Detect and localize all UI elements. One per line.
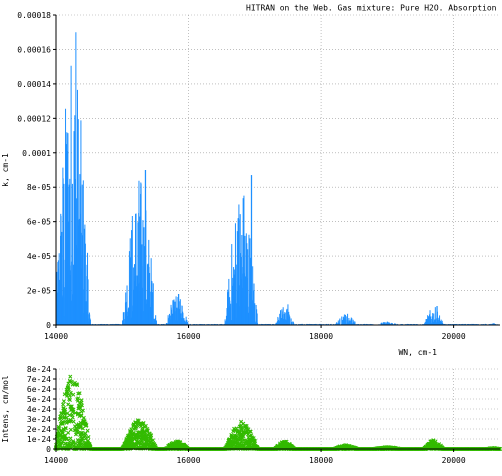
intensity-point xyxy=(284,439,289,444)
absorption-y-tick-label: 2e-05 xyxy=(27,287,51,296)
intensity-point xyxy=(85,428,90,433)
intensity-point xyxy=(241,434,246,439)
intensity-point xyxy=(136,419,141,424)
intensity-point xyxy=(64,415,69,420)
intensity-point xyxy=(58,443,63,448)
absorption-y-tick-label: 0 xyxy=(46,321,51,330)
intensity-x-tick-label: 18000 xyxy=(309,456,333,465)
intensity-point xyxy=(234,426,239,431)
intensity-y-tick-label: 8e-24 xyxy=(27,365,51,374)
intensity-y-tick-label: 4e-24 xyxy=(27,405,51,414)
absorption-y-tick-label: 0.0001 xyxy=(22,149,51,158)
intensity-y-tick-label: 0 xyxy=(46,445,51,454)
intensity-point xyxy=(71,407,76,412)
intensity-x-tick-label: 16000 xyxy=(176,456,200,465)
intensity-point xyxy=(148,436,153,441)
intensity-point xyxy=(68,374,73,379)
intensity-point xyxy=(61,402,66,407)
intensity-x-tick-label: 14000 xyxy=(44,456,68,465)
intensity-point xyxy=(431,438,436,443)
intensity-point xyxy=(63,425,68,430)
absorption-y-tick-label: 6e-05 xyxy=(27,218,51,227)
intensity-y-tick-label: 7e-24 xyxy=(27,375,51,384)
intensity-point xyxy=(71,392,76,397)
intensity-point xyxy=(65,436,70,441)
absorption-y-tick-label: 8e-05 xyxy=(27,183,51,192)
intensity-point xyxy=(80,426,85,431)
intensity-point xyxy=(143,423,148,428)
intensity-point xyxy=(66,430,71,435)
intensity-point xyxy=(75,383,80,388)
intensity-point xyxy=(62,412,67,417)
intensity-y-axis-label: Intens, cm/mol xyxy=(1,375,10,443)
intensity-point xyxy=(81,415,86,420)
absorption-panel: 0 2e-05 4e-05 6e-05 8e-05 0.0001 0.00012 0.0001… xyxy=(1,11,501,357)
absorption-y-axis-label: k, cm-1 xyxy=(1,153,10,187)
intensity-y-tick-label: 5e-24 xyxy=(27,395,51,404)
absorption-x-tick-label: 14000 xyxy=(44,332,68,341)
intensity-point xyxy=(248,429,253,434)
intensity-y-tick-label: 6e-24 xyxy=(27,385,51,394)
absorption-x-tick-label: 16000 xyxy=(176,332,200,341)
intensity-point xyxy=(86,435,91,439)
intensity-point xyxy=(75,427,80,432)
intensity-point xyxy=(73,410,78,415)
intensity-point xyxy=(66,387,71,392)
intensity-point xyxy=(239,426,244,431)
intensity-point xyxy=(68,436,73,441)
intensity-point xyxy=(63,407,68,412)
intensity-point xyxy=(61,399,66,404)
absorption-y-tick-label: 0.00016 xyxy=(17,45,51,54)
intensity-y-tick-label: 1e-24 xyxy=(27,435,51,444)
intensity-point xyxy=(79,400,84,405)
intensity-point xyxy=(65,411,70,416)
intensity-point xyxy=(67,393,72,398)
absorption-x-tick-label: 18000 xyxy=(309,332,333,341)
intensity-y-tick-label: 2e-24 xyxy=(27,425,51,434)
intensity-point xyxy=(70,415,75,420)
absorption-y-tick-label: 0.00018 xyxy=(17,11,51,20)
intensity-x-tick-label: 20000 xyxy=(442,456,466,465)
absorption-x-axis-label: WN, cm-1 xyxy=(398,348,437,357)
intensity-point xyxy=(67,398,72,403)
intensity-point xyxy=(76,396,81,401)
intensity-point xyxy=(253,439,258,444)
absorption-x-tick-label: 20000 xyxy=(442,332,466,341)
absorption-y-tick-label: 0.00012 xyxy=(17,114,51,123)
intensity-point xyxy=(79,403,84,408)
absorption-y-tick-label: 4e-05 xyxy=(27,252,51,261)
intensity-panel: 01e-242e-243e-244e-245e-246e-247e-248e-2… xyxy=(1,365,502,465)
absorption-series xyxy=(55,32,501,325)
intensity-y-tick-label: 3e-24 xyxy=(27,415,51,424)
absorption-y-tick-label: 0.00014 xyxy=(17,80,51,89)
intensity-point xyxy=(84,423,89,428)
chart-title: HITRAN on the Web. Gas mixture: Pure H2O… xyxy=(246,4,502,13)
intensity-point xyxy=(68,427,73,432)
intensity-point xyxy=(80,408,85,413)
intensity-point xyxy=(86,438,91,443)
intensity-point xyxy=(71,419,76,424)
intensity-point xyxy=(247,429,252,434)
intensity-point xyxy=(245,430,249,435)
intensity-point xyxy=(77,391,82,396)
intensity-point xyxy=(80,438,85,443)
intensity-point xyxy=(239,439,244,444)
intensity-point xyxy=(70,409,75,414)
intensity-point xyxy=(69,379,74,384)
intensity-point xyxy=(69,404,74,409)
intensity-point xyxy=(149,433,154,438)
intensity-series xyxy=(53,374,502,451)
